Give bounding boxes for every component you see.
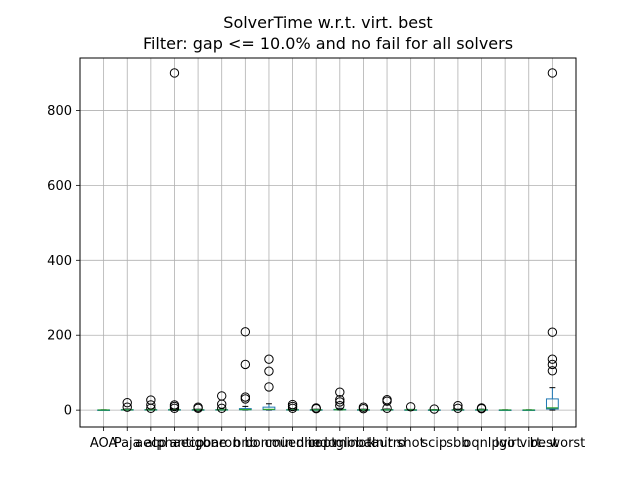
outlier-point <box>405 402 416 412</box>
outlier-point <box>287 399 298 410</box>
y-tick-label: 400 <box>47 254 72 269</box>
x-tick-label: virt. worst <box>519 436 585 451</box>
outlier-point <box>217 403 227 413</box>
y-tick-label: 800 <box>47 104 72 119</box>
y-tick-label: 200 <box>47 329 72 344</box>
outlier-point <box>382 394 392 405</box>
y-tick-label: 0 <box>64 404 72 419</box>
x-tick-label: AOA <box>90 436 118 451</box>
outlier-point <box>429 404 439 414</box>
outlier-point <box>240 327 251 337</box>
chart-title: SolverTime w.r.t. virt. best <box>223 13 432 32</box>
x-tick-label: lindoglobal <box>304 436 375 451</box>
outlier-point <box>476 403 487 413</box>
x-tick-label: Paja <box>114 436 141 451</box>
outlier-point <box>264 354 274 364</box>
plot-frame <box>79 57 577 428</box>
outlier-point <box>311 403 321 413</box>
y-tick-label: 600 <box>47 179 72 194</box>
outlier-point <box>358 402 369 412</box>
outlier-point <box>240 359 251 370</box>
x-tick-label: dicopt <box>296 436 336 451</box>
outlier-point <box>122 397 132 408</box>
outlier-point <box>453 403 463 413</box>
outlier-point <box>169 68 180 78</box>
x-tick-label: minotaur <box>334 436 394 451</box>
x-tick-label: lgo <box>495 436 515 451</box>
outlier-point <box>547 359 558 370</box>
outlier-point <box>335 394 345 405</box>
x-tick-label: knitro <box>368 436 406 451</box>
x-tick-label: virt. best <box>500 436 558 451</box>
plot-area: 0 200 400 600 800 AOAPajaaecpalphaecpantigone… <box>47 57 585 451</box>
x-tick-label: shot <box>397 436 425 451</box>
outlier-point <box>335 397 345 407</box>
x-tick-label: sbb <box>446 436 469 451</box>
outlier-point <box>217 391 227 401</box>
outlier-point <box>193 402 203 412</box>
x-tick-label: aecp <box>135 436 166 451</box>
outlier-point <box>547 354 558 364</box>
box-iqr <box>545 398 559 410</box>
outlier-point <box>264 382 274 392</box>
outlier-point <box>122 402 132 412</box>
outlier-point <box>453 400 463 411</box>
outlier-point <box>146 400 156 410</box>
outlier-point <box>146 395 156 405</box>
outlier-point <box>547 68 558 78</box>
outlier-point <box>547 327 558 337</box>
x-tick-label: oqnlp <box>463 436 499 451</box>
outlier-point <box>240 392 251 402</box>
outlier-point <box>547 366 558 376</box>
x-tick-label: bonmin <box>244 436 293 451</box>
outlier-point <box>169 400 180 410</box>
x-tick-label: scip <box>421 436 447 451</box>
x-tick-label: bnb <box>233 436 258 451</box>
outlier-point <box>264 366 274 376</box>
x-tick-label: couenne <box>265 436 321 451</box>
outlier-point <box>335 400 345 411</box>
x-tick-label: antigone <box>169 436 226 451</box>
x-tick-label: alphaecp <box>145 436 204 451</box>
outlier-point <box>335 387 345 397</box>
x-tick-label: baron <box>203 436 240 451</box>
chart-subtitle: Filter: gap <= 10.0% and no fail for all… <box>143 34 513 53</box>
